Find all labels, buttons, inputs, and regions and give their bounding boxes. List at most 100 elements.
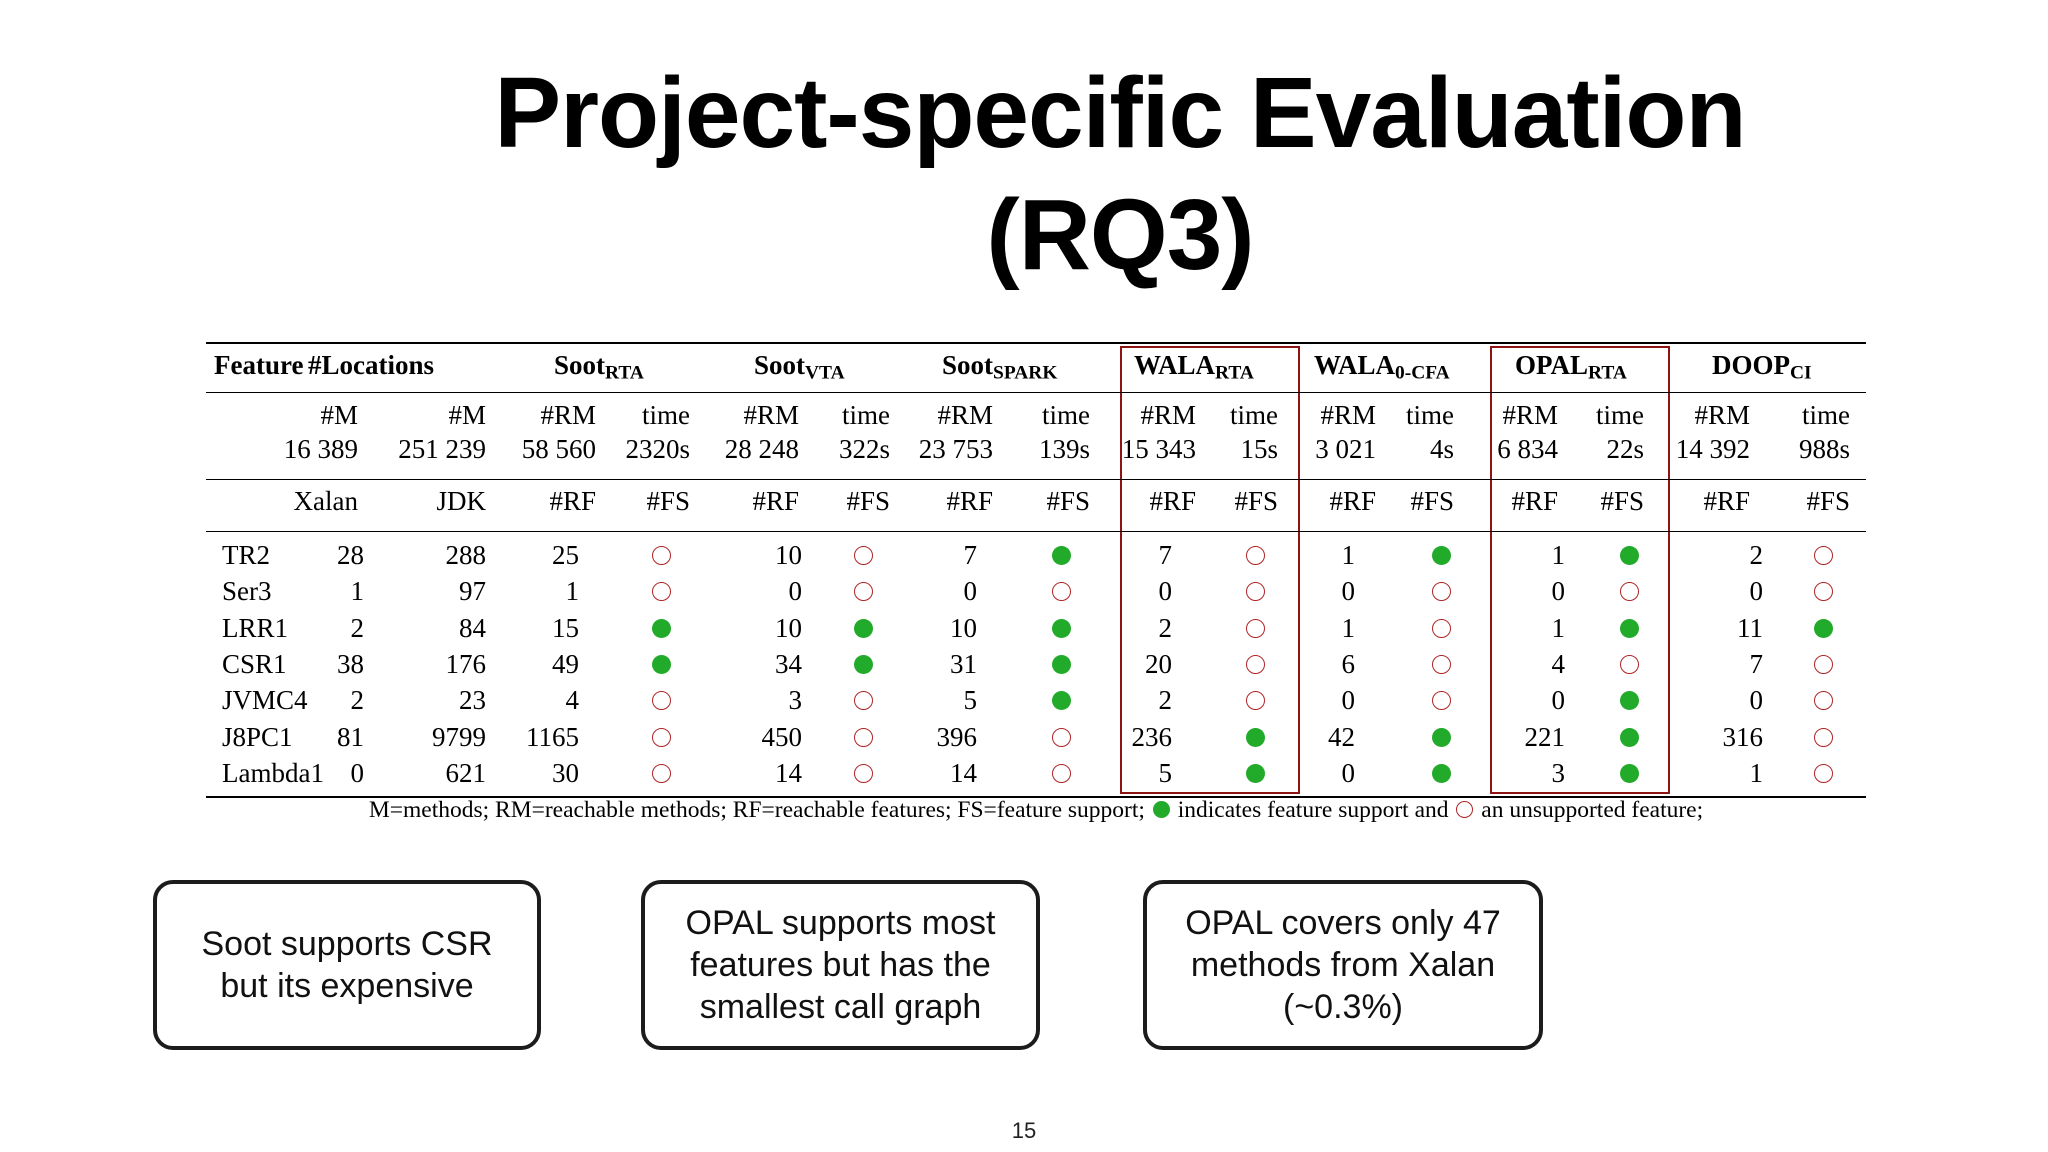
subheader-top-13: time	[1596, 400, 1644, 430]
rf-value: 236	[1131, 721, 1173, 752]
subheader-top-11: time	[1406, 400, 1454, 430]
supported-dot-icon	[854, 618, 873, 638]
rf-value: 0	[1341, 576, 1356, 607]
footnote-text-1: M=methods; RM=reachable methods; RF=reac…	[368, 797, 1145, 823]
rf-value: 0	[1341, 757, 1356, 788]
unsupported-circle-icon	[1246, 546, 1265, 565]
rf-value: 1	[1551, 540, 1566, 570]
unsupported-circle-icon	[652, 763, 671, 783]
unsupported-circle-icon	[1620, 654, 1639, 674]
feature-name: J8PC1	[222, 721, 293, 752]
subheader-top-12: #RM	[1502, 400, 1558, 430]
rf-value: 31	[950, 648, 977, 679]
subheader-top-6: #RM	[937, 400, 993, 430]
xalan-count: 0	[350, 757, 365, 788]
subheader-top-9: time	[1230, 400, 1278, 430]
group-header-name: Feature	[214, 350, 304, 380]
subheader-bottom-2: #RF	[549, 486, 596, 516]
group-header-5: WALARTA	[1134, 350, 1254, 388]
table-rule-under-subheader	[206, 531, 1866, 532]
unsupported-circle-icon	[854, 727, 873, 747]
evaluation-table: M=methods; RM=reachable methods; RF=reac…	[206, 338, 1866, 838]
unsupported-circle-icon	[1246, 654, 1265, 674]
totals-cell-2: 58 560	[521, 434, 596, 464]
totals-cell-8: 15 343	[1121, 434, 1196, 464]
subheader-bottom-3: #FS	[646, 486, 690, 516]
rf-value: 0	[1551, 685, 1566, 716]
xalan-count: 38	[337, 648, 364, 679]
rf-value: 1	[1341, 612, 1356, 643]
supported-dot-icon	[1620, 546, 1639, 565]
supported-dot-icon	[1620, 691, 1639, 711]
rf-value: 11	[1737, 612, 1763, 643]
subheader-bottom-13: #FS	[1600, 486, 1644, 516]
supported-dot-icon	[1620, 763, 1639, 783]
unsupported-circle-icon	[1246, 618, 1265, 638]
subheader-bottom-15: #FS	[1806, 486, 1850, 516]
rf-value: 0	[963, 576, 978, 607]
supported-dot-icon	[1432, 727, 1451, 747]
unsupported-circle-icon	[1814, 582, 1833, 602]
group-header-name: Soot	[554, 350, 606, 380]
rf-value: 7	[1749, 648, 1764, 679]
subheader-bottom-5: #FS	[846, 486, 890, 516]
footnote-text-3: an unsupported feature;	[1481, 797, 1704, 823]
rf-value: 450	[761, 721, 803, 752]
rf-value: 0	[788, 576, 803, 607]
subheader-top-15: time	[1802, 400, 1850, 430]
unsupported-circle-icon	[854, 546, 873, 565]
rf-value: 7	[1158, 540, 1173, 570]
group-header-2: SootRTA	[554, 350, 644, 388]
group-header-7: OPALRTA	[1515, 350, 1627, 388]
jdk-count: 176	[445, 648, 487, 679]
unsupported-circle-icon	[1246, 691, 1265, 711]
rf-value: 3	[1551, 757, 1566, 788]
rf-value: 10	[775, 540, 802, 570]
totals-cell-0: 16 389	[283, 434, 358, 464]
unsupported-circle-icon	[1814, 546, 1833, 565]
rf-value: 3	[788, 685, 803, 716]
highlight-box-wala-rta	[1120, 346, 1300, 794]
subheader-top-5: time	[842, 400, 890, 430]
callout-opal-xalan-coverage-text: OPAL covers only 47 methods from Xalan (…	[1185, 904, 1501, 1026]
jdk-count: 97	[459, 576, 486, 607]
rf-value: 15	[552, 612, 579, 643]
group-header-name: Soot	[942, 350, 994, 380]
unsupported-circle-icon	[854, 691, 873, 711]
jdk-count: 9799	[432, 721, 486, 752]
subheader-bottom-8: #RF	[1149, 486, 1196, 516]
slide-title-line-1: Project-specific Evaluation	[494, 57, 1746, 169]
unsupported-circle-icon	[1432, 618, 1451, 638]
page-number: 15	[1011, 1118, 1037, 1143]
table-footnote: M=methods; RM=reachable methods; RF=reac…	[206, 795, 1866, 825]
rf-value: 10	[950, 612, 977, 643]
subheader-top-7: time	[1042, 400, 1090, 430]
unsupported-circle-icon	[1432, 582, 1451, 602]
xalan-count: 2	[350, 612, 365, 643]
rf-value: 1165	[526, 721, 579, 752]
subheader-top-8: #RM	[1140, 400, 1196, 430]
group-header-subscript: RTA	[605, 362, 644, 384]
subheader-top-2: #RM	[540, 400, 596, 430]
group-header-8: DOOPCI	[1712, 350, 1812, 388]
rf-value: 0	[1158, 576, 1173, 607]
totals-cell-9: 15s	[1240, 434, 1278, 464]
group-header-6: WALA0-CFA	[1314, 350, 1450, 388]
subheader-bottom-9: #FS	[1234, 486, 1278, 516]
rf-value: 7	[963, 540, 978, 570]
callout-opal-most-features-text: OPAL supports most features but has the …	[685, 904, 996, 1026]
unsupported-circle-icon	[854, 582, 873, 602]
rf-value: 20	[1145, 648, 1172, 679]
group-header-subscript: CI	[1790, 362, 1812, 384]
slide-title-line-2: (RQ3)	[986, 179, 1254, 291]
rf-value: 396	[936, 721, 978, 752]
supported-dot-icon	[1432, 763, 1451, 783]
supported-dot-icon	[1052, 546, 1071, 565]
feature-name: LRR1	[222, 612, 289, 643]
rf-value: 14	[775, 757, 802, 788]
totals-cell-14: 14 392	[1675, 434, 1750, 464]
supported-dot-icon	[1052, 691, 1071, 711]
subheader-top-1: #M	[448, 400, 486, 430]
totals-cell-1: 251 239	[398, 434, 486, 464]
unsupported-circle-icon	[1620, 582, 1639, 602]
